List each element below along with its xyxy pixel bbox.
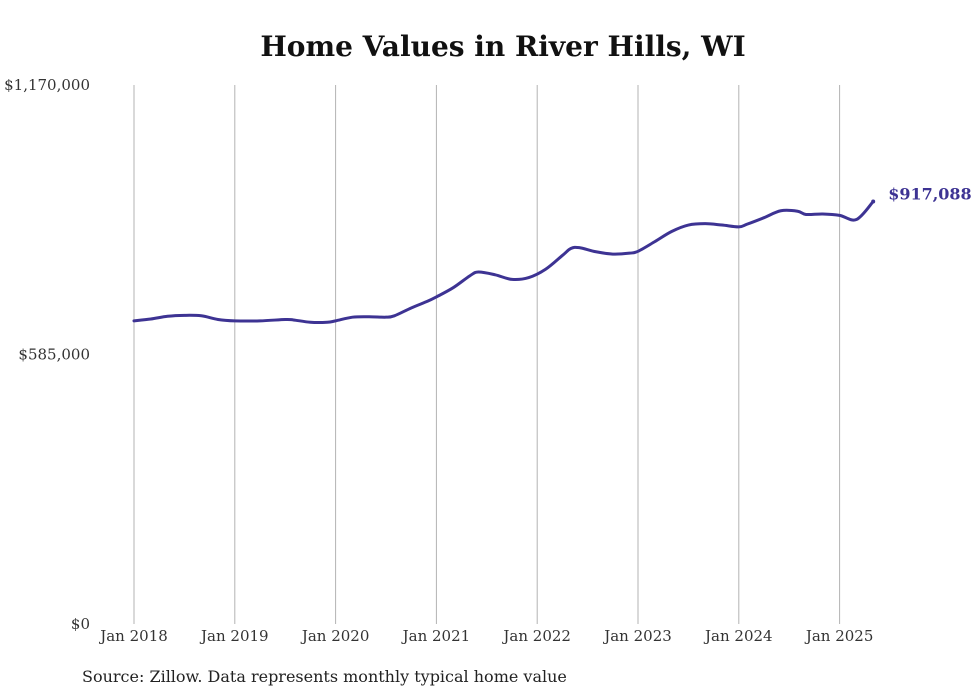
- x-tick-label: Jan 2023: [602, 627, 672, 645]
- source-note: Source: Zillow. Data represents monthly …: [82, 667, 567, 686]
- series-layer: $917,088: [132, 185, 972, 324]
- y-tick-label: $585,000: [18, 346, 90, 364]
- series-end-label: $917,088: [888, 185, 972, 204]
- x-tick-label: Jan 2022: [501, 627, 571, 645]
- series-end-point: [871, 199, 876, 204]
- y-axis-ticks: $0 $585,000 $1,170,000: [4, 76, 90, 633]
- x-axis-ticks: Jan 2018 Jan 2019 Jan 2020 Jan 2021 Jan 2022…: [98, 627, 873, 645]
- x-tick-label: Jan 2019: [199, 627, 269, 645]
- gridlines: [133, 85, 841, 624]
- series-line: [132, 200, 875, 324]
- x-tick-label: Jan 2024: [703, 627, 773, 645]
- x-tick-label: Jan 2021: [401, 627, 471, 645]
- y-tick-label: $1,170,000: [4, 76, 90, 94]
- chart-title: Home Values in River Hills, WI: [260, 30, 746, 63]
- x-tick-label: Jan 2025: [804, 627, 874, 645]
- x-tick-label: Jan 2018: [98, 627, 168, 645]
- x-tick-label: Jan 2020: [300, 627, 370, 645]
- y-tick-label: $0: [71, 615, 90, 633]
